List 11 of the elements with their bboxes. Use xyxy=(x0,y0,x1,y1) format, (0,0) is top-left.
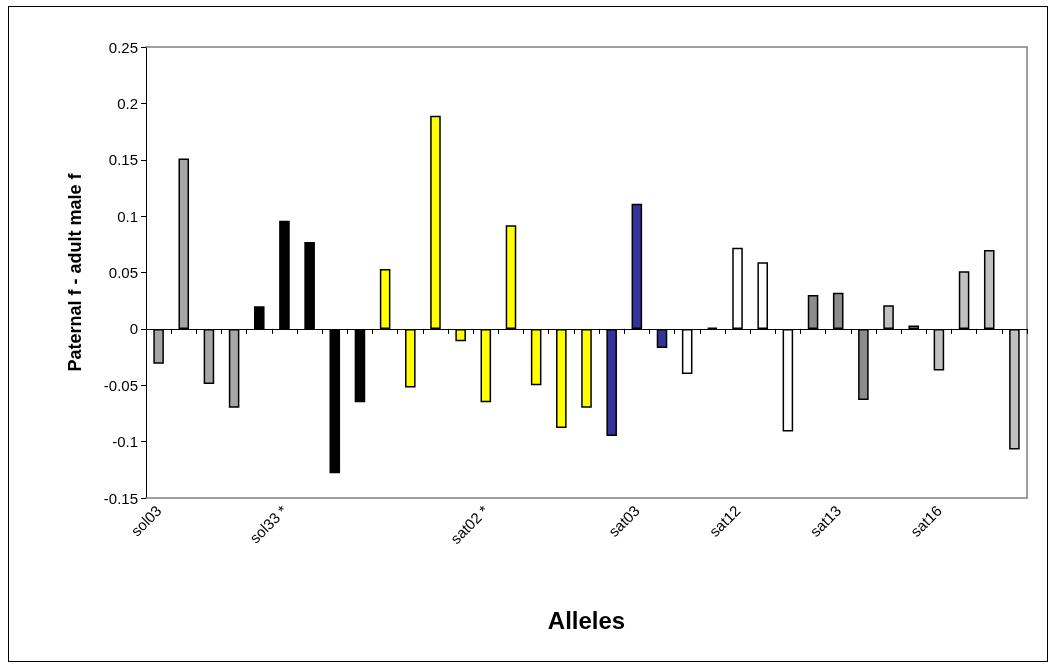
y-tick-label: 0.25 xyxy=(108,38,138,56)
y-tick-label: -0.15 xyxy=(103,489,138,507)
x-axis-title: Alleles xyxy=(547,606,626,634)
y-tick-label: -0.05 xyxy=(103,376,138,394)
y-axis-title: Paternal f - adult male f xyxy=(65,172,85,372)
y-tick-label: 0 xyxy=(129,320,138,338)
y-tick-label: 0.2 xyxy=(117,94,138,112)
y-tick-label: 0.15 xyxy=(108,151,138,169)
y-tick-label: -0.1 xyxy=(112,433,138,451)
y-tick-label: 0.05 xyxy=(108,264,138,281)
y-tick-label: 0.1 xyxy=(117,207,138,225)
